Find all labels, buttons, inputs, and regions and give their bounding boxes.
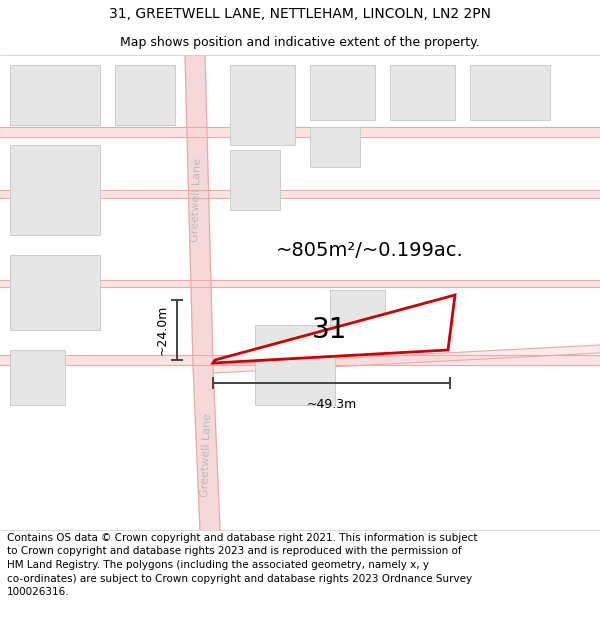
Text: ~49.3m: ~49.3m	[307, 398, 356, 411]
Polygon shape	[0, 355, 600, 365]
Bar	[10, 255, 100, 330]
Text: 31, GREETWELL LANE, NETTLEHAM, LINCOLN, LN2 2PN: 31, GREETWELL LANE, NETTLEHAM, LINCOLN, …	[109, 7, 491, 21]
Bar	[330, 290, 385, 335]
Text: Contains OS data © Crown copyright and database right 2021. This information is : Contains OS data © Crown copyright and d…	[7, 533, 478, 598]
Bar	[310, 127, 360, 167]
Text: Greetwell Lane: Greetwell Lane	[200, 413, 212, 497]
Polygon shape	[213, 345, 600, 373]
Bar	[10, 65, 100, 125]
Bar	[115, 65, 175, 125]
Text: Map shows position and indicative extent of the property.: Map shows position and indicative extent…	[120, 36, 480, 49]
Text: ~24.0m: ~24.0m	[156, 305, 169, 355]
Polygon shape	[0, 190, 600, 198]
Bar	[255, 325, 335, 405]
Polygon shape	[193, 365, 220, 530]
Polygon shape	[0, 127, 600, 137]
Bar	[310, 65, 375, 120]
Bar	[470, 65, 550, 120]
Text: ~805m²/~0.199ac.: ~805m²/~0.199ac.	[276, 241, 464, 259]
Bar	[10, 145, 100, 235]
Polygon shape	[213, 295, 455, 363]
Bar	[230, 65, 295, 145]
Bar	[230, 150, 280, 210]
Bar	[390, 65, 455, 120]
Text: 31: 31	[313, 316, 347, 344]
Polygon shape	[0, 280, 600, 287]
Polygon shape	[185, 55, 213, 365]
Text: Greetwell Lane: Greetwell Lane	[190, 158, 202, 242]
Bar	[10, 350, 65, 405]
